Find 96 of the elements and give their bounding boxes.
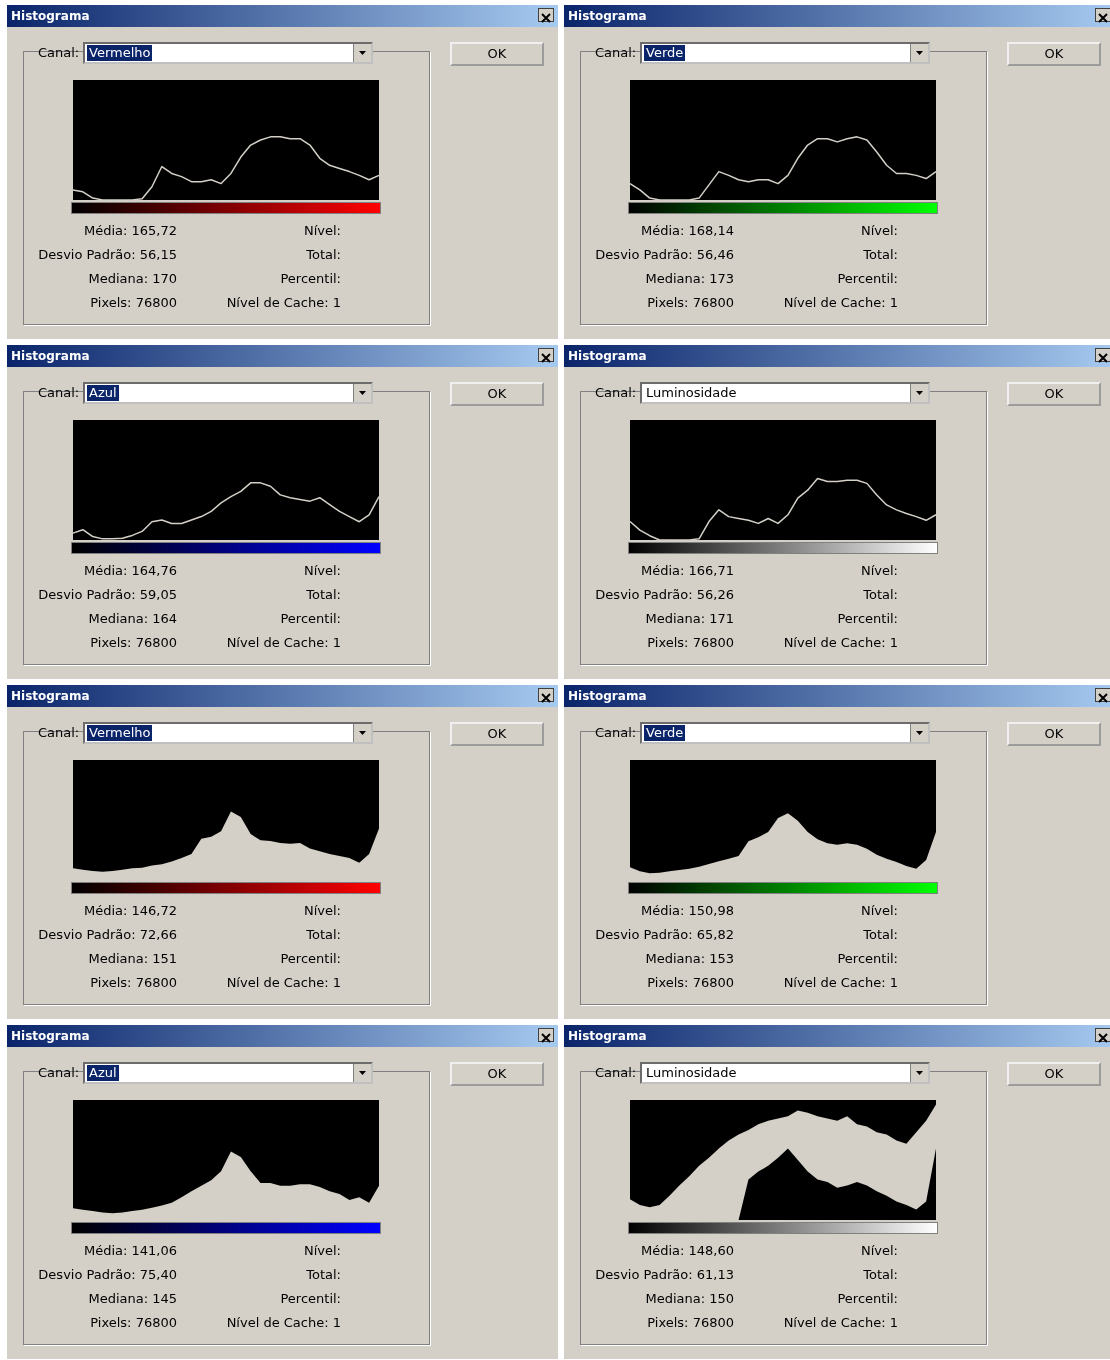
text: Mediana: 151	[88, 951, 177, 966]
text: Pixels: 76800	[647, 295, 734, 310]
text: Total:	[306, 1267, 341, 1282]
text: Nível de Cache: 1	[783, 295, 898, 310]
text: Nível de Cache: 1	[226, 1315, 341, 1330]
chart-title: Histograma	[568, 9, 647, 23]
text: Canal:	[595, 45, 637, 60]
text: Percentil:	[837, 1291, 898, 1306]
text: Nível:	[860, 903, 898, 918]
text: Total:	[863, 927, 898, 942]
text: Desvio Padrão: 65,82	[595, 927, 734, 942]
text: Total:	[863, 247, 898, 262]
text: Nível:	[860, 223, 898, 238]
text: Nível de Cache: 1	[783, 975, 898, 990]
text: Percentil:	[837, 951, 898, 966]
text: Desvio Padrão: 56,15	[38, 247, 177, 262]
text: Canal:	[38, 45, 80, 60]
text: Canal:	[595, 725, 637, 740]
text: Média: 146,72	[83, 903, 177, 918]
text: Média: 148,60	[640, 1243, 734, 1258]
text: Nível de Cache: 1	[226, 635, 341, 650]
text: Desvio Padrão: 72,66	[38, 927, 177, 942]
text: Pixels: 76800	[90, 1315, 177, 1330]
text: Mediana: 145	[88, 1291, 177, 1306]
text: Percentil:	[837, 611, 898, 626]
text: Nível de Cache: 1	[783, 1315, 898, 1330]
text: OK	[1007, 722, 1101, 746]
text: Mediana: 171	[645, 611, 734, 626]
text: Nível de Cache: 1	[226, 295, 341, 310]
text: Nível:	[303, 903, 341, 918]
chart-title: Histograma	[568, 1029, 647, 1043]
text: Mediana: 150	[645, 1291, 734, 1306]
chart-title: Histograma	[568, 349, 647, 363]
text: Pixels: 76800	[647, 635, 734, 650]
chart-title: Histograma	[11, 1029, 90, 1043]
dropdown-field: Vermelho	[83, 722, 373, 744]
text: Nível:	[303, 1243, 341, 1258]
text: Média: 164,76	[83, 563, 177, 578]
text: Total:	[306, 247, 341, 262]
text: Total:	[863, 587, 898, 602]
text: Percentil:	[280, 271, 341, 286]
text: Desvio Padrão: 56,46	[595, 247, 734, 262]
text: Mediana: 170	[88, 271, 177, 286]
chart-title: Histograma	[11, 689, 90, 703]
text: Desvio Padrão: 75,40	[38, 1267, 177, 1282]
text: Total:	[306, 927, 341, 942]
chart-title: Histograma	[568, 689, 647, 703]
text: Canal:	[38, 725, 80, 740]
text: Percentil:	[280, 951, 341, 966]
text: Percentil:	[280, 611, 341, 626]
text: Média: 150,98	[640, 903, 734, 918]
text: Pixels: 76800	[647, 1315, 734, 1330]
dropdown-field: Azul	[83, 382, 373, 404]
text: Canal:	[595, 1065, 637, 1080]
text: Percentil:	[280, 1291, 341, 1306]
text: Nível:	[303, 223, 341, 238]
text: Desvio Padrão: 56,26	[595, 587, 734, 602]
text: Canal:	[595, 385, 637, 400]
text: Pixels: 76800	[90, 295, 177, 310]
text: Nível:	[860, 563, 898, 578]
text: OK	[450, 42, 544, 66]
text: OK	[450, 382, 544, 406]
chart-title: Histograma	[11, 349, 90, 363]
dropdown-field: Verde	[640, 722, 930, 744]
text: Canal:	[38, 385, 80, 400]
text: Desvio Padrão: 59,05	[38, 587, 177, 602]
dropdown-field: Luminosidade	[640, 1062, 930, 1084]
text: Nível de Cache: 1	[226, 975, 341, 990]
text: Total:	[863, 1267, 898, 1282]
text: Total:	[306, 587, 341, 602]
text: Pixels: 76800	[90, 975, 177, 990]
dropdown-field: Vermelho	[83, 42, 373, 64]
dropdown-field: Luminosidade	[640, 382, 930, 404]
text: Pixels: 76800	[647, 975, 734, 990]
text: Pixels: 76800	[90, 635, 177, 650]
text: OK	[450, 722, 544, 746]
dropdown-field: Azul	[83, 1062, 373, 1084]
text: Média: 141,06	[83, 1243, 177, 1258]
text: Média: 166,71	[640, 563, 734, 578]
text: Nível de Cache: 1	[783, 635, 898, 650]
text: OK	[450, 1062, 544, 1086]
text: Mediana: 173	[645, 271, 734, 286]
text: Desvio Padrão: 61,13	[595, 1267, 734, 1282]
text: Média: 165,72	[83, 223, 177, 238]
text: Percentil:	[837, 271, 898, 286]
chart-title: Histograma	[11, 9, 90, 23]
text: OK	[1007, 42, 1101, 66]
text: Canal:	[38, 1065, 80, 1080]
text: Mediana: 153	[645, 951, 734, 966]
text: Nível:	[860, 1243, 898, 1258]
text: Nível:	[303, 563, 341, 578]
text: Média: 168,14	[640, 223, 734, 238]
dropdown-field: Verde	[640, 42, 930, 64]
text: OK	[1007, 382, 1101, 406]
text: Mediana: 164	[88, 611, 177, 626]
text: OK	[1007, 1062, 1101, 1086]
